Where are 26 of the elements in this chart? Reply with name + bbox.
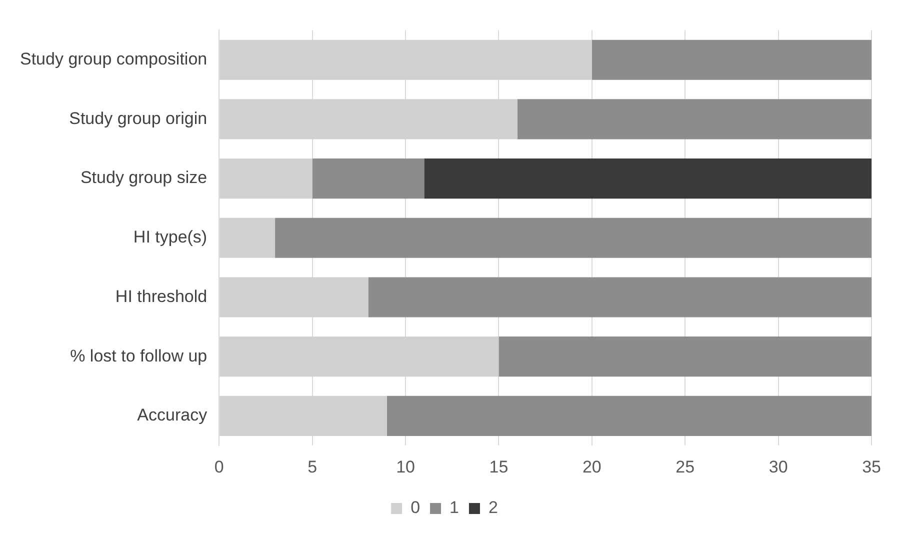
y-tick-label: HI threshold bbox=[115, 286, 208, 306]
y-tick-label: HI type(s) bbox=[133, 228, 208, 247]
x-tick-label: 15 bbox=[489, 457, 508, 476]
legend-label: 2 bbox=[488, 498, 498, 518]
legend-label: 0 bbox=[410, 498, 420, 518]
bar bbox=[275, 218, 872, 258]
x-tick-label: 30 bbox=[768, 457, 788, 476]
bar bbox=[368, 277, 872, 318]
y-tick-label: Study group composition bbox=[20, 50, 208, 69]
x-tick-label: 20 bbox=[582, 457, 602, 476]
bar bbox=[517, 99, 872, 140]
bar bbox=[498, 336, 872, 377]
x-tick-label: 5 bbox=[308, 457, 318, 476]
y-tick-label: Study group origin bbox=[69, 108, 208, 128]
y-tick-label: Study group size bbox=[80, 168, 208, 188]
y-tick-label: Accuracy bbox=[137, 406, 208, 425]
x-tick-label: 10 bbox=[396, 457, 415, 476]
bar bbox=[312, 158, 424, 199]
bar bbox=[592, 40, 872, 80]
bar bbox=[386, 396, 872, 436]
y-tick-label: % lost to follow up bbox=[70, 346, 208, 366]
x-tick-label: 35 bbox=[862, 457, 882, 476]
bar bbox=[424, 158, 872, 199]
legend-label: 1 bbox=[450, 498, 459, 518]
x-tick-label: 25 bbox=[676, 457, 695, 476]
x-tick-label: 0 bbox=[214, 457, 224, 476]
